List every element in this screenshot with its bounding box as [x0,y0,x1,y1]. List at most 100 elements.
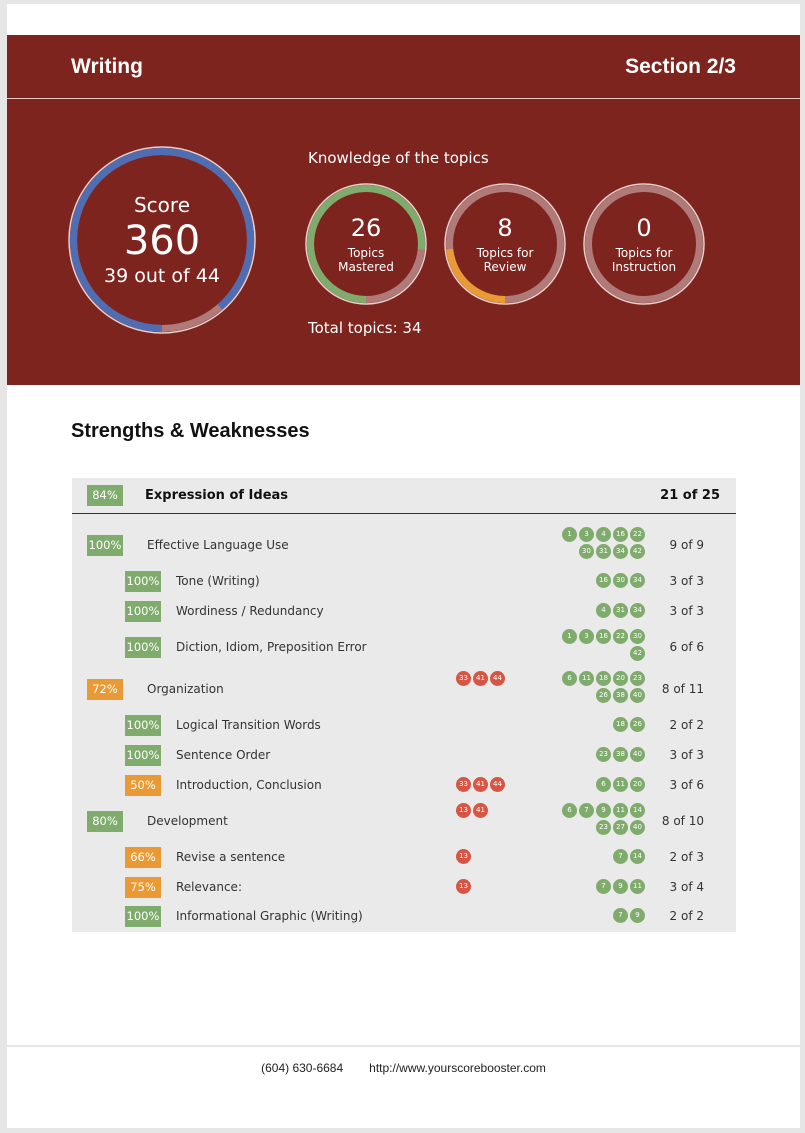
question-marker[interactable]: 9 [630,908,645,923]
question-marker[interactable]: 30 [579,544,594,559]
question-marker[interactable]: 13 [456,803,471,818]
ring-outline [583,183,705,305]
correct-questions: 6 11 20 [558,777,645,792]
question-marker[interactable]: 3 [579,527,594,542]
question-marker[interactable]: 26 [630,717,645,732]
knowledge-title: Knowledge of the topics [308,149,489,167]
question-marker[interactable]: 11 [630,879,645,894]
topic-name: Organization [147,682,224,696]
question-marker[interactable]: 42 [630,544,645,559]
question-marker[interactable]: 11 [579,671,594,686]
percent-badge: 66% [125,846,161,868]
question-marker[interactable]: 41 [473,803,488,818]
question-marker[interactable]: 14 [630,803,645,818]
question-marker[interactable]: 30 [630,629,645,644]
score-detail: 39 out of 44 [104,265,220,287]
correct-questions: 23 38 40 [558,747,645,762]
question-marker[interactable]: 22 [630,527,645,542]
percent-badge: 100% [125,744,161,766]
question-marker[interactable]: 1 [562,527,577,542]
question-marker[interactable]: 23 [630,671,645,686]
percent-badge: 100% [125,905,161,927]
question-marker[interactable]: 18 [613,717,628,732]
topic-count: 2 of 2 [669,909,704,923]
topic-count: 8 of 11 [661,682,704,696]
question-marker[interactable]: 23 [596,747,611,762]
question-marker[interactable]: 27 [613,820,628,835]
question-marker[interactable]: 33 [456,671,471,686]
question-marker[interactable]: 6 [562,671,577,686]
question-marker[interactable]: 38 [613,688,628,703]
topic-row: 100% Logical Transition Words 18 26 2 of … [72,714,736,736]
question-marker[interactable]: 7 [596,879,611,894]
question-marker[interactable]: 11 [613,777,628,792]
percent-badge: 100% [125,714,161,736]
correct-questions: 16 30 34 [558,573,645,588]
question-marker[interactable]: 9 [596,803,611,818]
incorrect-questions: 13 41 [456,803,543,818]
topic-row: 100% Effective Language Use 1 3 4 16 22 30 31 3… [72,527,736,559]
question-marker[interactable]: 34 [613,544,628,559]
category-header: 84% Expression of Ideas 21 of 25 [72,478,736,514]
question-marker[interactable]: 14 [630,849,645,864]
question-marker[interactable]: 34 [630,573,645,588]
question-marker[interactable]: 13 [456,849,471,864]
question-marker[interactable]: 4 [596,527,611,542]
question-marker[interactable]: 7 [579,803,594,818]
question-marker[interactable]: 4 [596,603,611,618]
topic-count: 2 of 2 [669,718,704,732]
question-marker[interactable]: 16 [596,629,611,644]
question-marker[interactable]: 40 [630,820,645,835]
question-marker[interactable]: 9 [613,879,628,894]
ring-track [585,185,703,303]
question-marker[interactable]: 3 [579,629,594,644]
question-marker[interactable]: 16 [596,573,611,588]
question-marker[interactable]: 42 [630,646,645,661]
incorrect-questions: 33 41 44 [456,777,543,792]
topic-name: Tone (Writing) [176,574,260,588]
question-marker[interactable]: 26 [596,688,611,703]
topic-name: Wordiness / Redundancy [176,604,324,618]
question-marker[interactable]: 7 [613,908,628,923]
question-marker[interactable]: 22 [613,629,628,644]
ring-progress [307,185,425,303]
question-marker[interactable]: 31 [613,603,628,618]
question-marker[interactable]: 40 [630,688,645,703]
question-marker[interactable]: 20 [630,777,645,792]
question-marker[interactable]: 34 [630,603,645,618]
question-marker[interactable]: 31 [596,544,611,559]
question-marker[interactable]: 33 [456,777,471,792]
correct-questions: 6 11 18 20 23 26 38 40 [558,671,645,703]
correct-questions: 6 7 9 11 14 23 27 40 [558,803,645,835]
topic-name: Diction, Idiom, Preposition Error [176,640,367,654]
ring-graphic [305,183,427,305]
topic-name: Revise a sentence [176,850,286,864]
topic-row: 100% Tone (Writing) 16 30 34 3 of 3 [72,570,736,592]
question-marker[interactable]: 38 [613,747,628,762]
question-marker[interactable]: 6 [562,803,577,818]
question-marker[interactable]: 11 [613,803,628,818]
question-marker[interactable]: 30 [613,573,628,588]
question-marker[interactable]: 18 [596,671,611,686]
percent-badge: 75% [125,876,161,898]
question-marker[interactable]: 41 [473,671,488,686]
question-marker[interactable]: 44 [490,671,505,686]
question-marker[interactable]: 20 [613,671,628,686]
strengths-title: Strengths & Weaknesses [71,420,310,442]
topic-name: Sentence Order [176,748,271,762]
topic-count: 3 of 3 [669,748,704,762]
ring-graphic [583,183,705,305]
question-marker[interactable]: 44 [490,777,505,792]
question-marker[interactable]: 1 [562,629,577,644]
question-marker[interactable]: 40 [630,747,645,762]
question-marker[interactable]: 41 [473,777,488,792]
question-marker[interactable]: 13 [456,879,471,894]
report-page: Writing Section 2/3 Score 360 39 out of … [7,4,800,1128]
question-marker[interactable]: 16 [613,527,628,542]
incorrect-questions: 13 [456,849,543,864]
question-marker[interactable]: 23 [596,820,611,835]
question-marker[interactable]: 6 [596,777,611,792]
footer-url[interactable]: http://www.yourscorebooster.com [369,1061,546,1075]
question-marker[interactable]: 7 [613,849,628,864]
